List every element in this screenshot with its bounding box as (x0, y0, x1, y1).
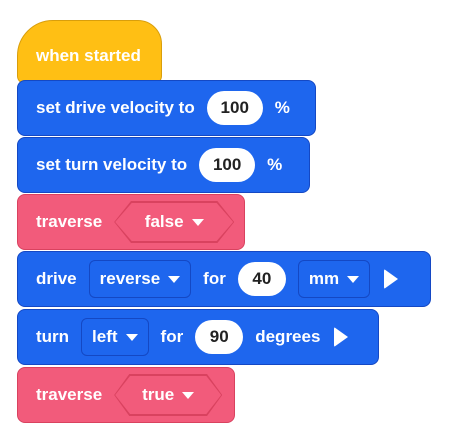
traverse-true-dropdown[interactable]: true (114, 374, 223, 416)
hat-block-label: when started (36, 46, 141, 65)
drive-label: drive (36, 269, 77, 288)
traverse-block-false[interactable]: traverse false (17, 194, 245, 250)
traverse-block-true[interactable]: traverse true (17, 367, 235, 423)
drive-direction-dropdown[interactable]: reverse (88, 260, 192, 298)
turn-for-label: for (160, 327, 184, 346)
turn-velocity-unit: % (267, 155, 283, 174)
set-turn-velocity-block[interactable]: set turn velocity to 100 % (17, 137, 310, 193)
turn-velocity-input[interactable]: 100 (199, 148, 256, 182)
turn-block[interactable]: turn left for 90 degrees (17, 309, 379, 365)
turn-direction-value: left (92, 327, 118, 346)
drive-velocity-input[interactable]: 100 (206, 91, 263, 125)
chevron-down-icon (191, 218, 204, 226)
drive-for-label: for (203, 269, 226, 288)
traverse-false-value: false (144, 212, 184, 231)
traverse-label: traverse (36, 385, 103, 404)
turn-unit-label: degrees (255, 327, 321, 346)
chevron-down-icon (168, 275, 181, 283)
drive-velocity-label: set drive velocity to (36, 98, 195, 117)
play-icon[interactable] (384, 269, 399, 289)
drive-unit-value: mm (308, 269, 340, 288)
traverse-false-dropdown[interactable]: false (114, 201, 235, 243)
drive-unit-dropdown[interactable]: mm (297, 260, 371, 298)
set-drive-velocity-block[interactable]: set drive velocity to 100 % (17, 80, 316, 136)
drive-block[interactable]: drive reverse for 40 mm (17, 251, 431, 307)
turn-velocity-label: set turn velocity to (36, 155, 188, 174)
traverse-true-value: true (142, 385, 175, 404)
turn-angle-input[interactable]: 90 (195, 320, 244, 354)
chevron-down-icon (125, 333, 138, 341)
chevron-down-icon (182, 391, 195, 399)
drive-velocity-unit: % (274, 98, 290, 117)
drive-distance-input[interactable]: 40 (237, 262, 286, 296)
chevron-down-icon (347, 275, 360, 283)
drive-direction-value: reverse (99, 269, 161, 288)
play-icon[interactable] (334, 327, 349, 347)
turn-direction-dropdown[interactable]: left (81, 318, 149, 356)
when-started-hat-block[interactable]: when started (17, 20, 162, 84)
turn-label: turn (36, 327, 70, 346)
traverse-label: traverse (36, 212, 103, 231)
